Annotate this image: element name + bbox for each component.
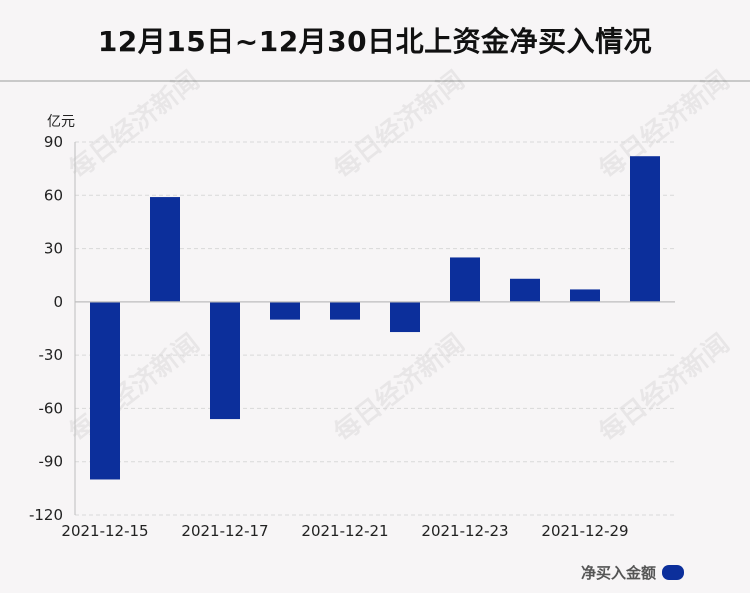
y-tick-label: -120 bbox=[29, 506, 63, 524]
bar bbox=[210, 301, 240, 420]
bar bbox=[570, 289, 600, 302]
legend-label: 净买入金额 bbox=[580, 564, 656, 582]
bar bbox=[270, 301, 300, 320]
y-tick-label: 90 bbox=[44, 133, 63, 151]
chart-title: 12月15日~12月30日北上资金净买入情况 bbox=[97, 25, 653, 58]
bar bbox=[630, 156, 660, 302]
legend: 净买入金额 bbox=[581, 562, 684, 583]
y-tick-label: 30 bbox=[44, 240, 63, 258]
bar bbox=[90, 301, 120, 480]
x-tick-label: 2021-12-15 bbox=[61, 522, 148, 540]
bar bbox=[150, 197, 180, 302]
bar bbox=[390, 301, 420, 333]
y-tick-label: 60 bbox=[44, 186, 63, 204]
bar bbox=[510, 278, 540, 302]
y-unit-label: 亿元 bbox=[47, 114, 75, 130]
y-tick-label: 0 bbox=[53, 293, 63, 311]
bar bbox=[330, 301, 360, 320]
x-tick-label: 2021-12-23 bbox=[421, 522, 508, 540]
x-tick-label: 2021-12-29 bbox=[541, 522, 628, 540]
y-tick-label: -30 bbox=[39, 346, 64, 364]
x-tick-label: 2021-12-21 bbox=[301, 522, 388, 540]
y-tick-label: -90 bbox=[39, 453, 64, 471]
title-bar: 12月15日~12月30日北上资金净买入情况 bbox=[0, 0, 750, 82]
y-tick-label: -60 bbox=[39, 399, 64, 417]
legend-swatch bbox=[662, 565, 684, 580]
bar bbox=[450, 257, 480, 302]
x-tick-label: 2021-12-17 bbox=[181, 522, 268, 540]
